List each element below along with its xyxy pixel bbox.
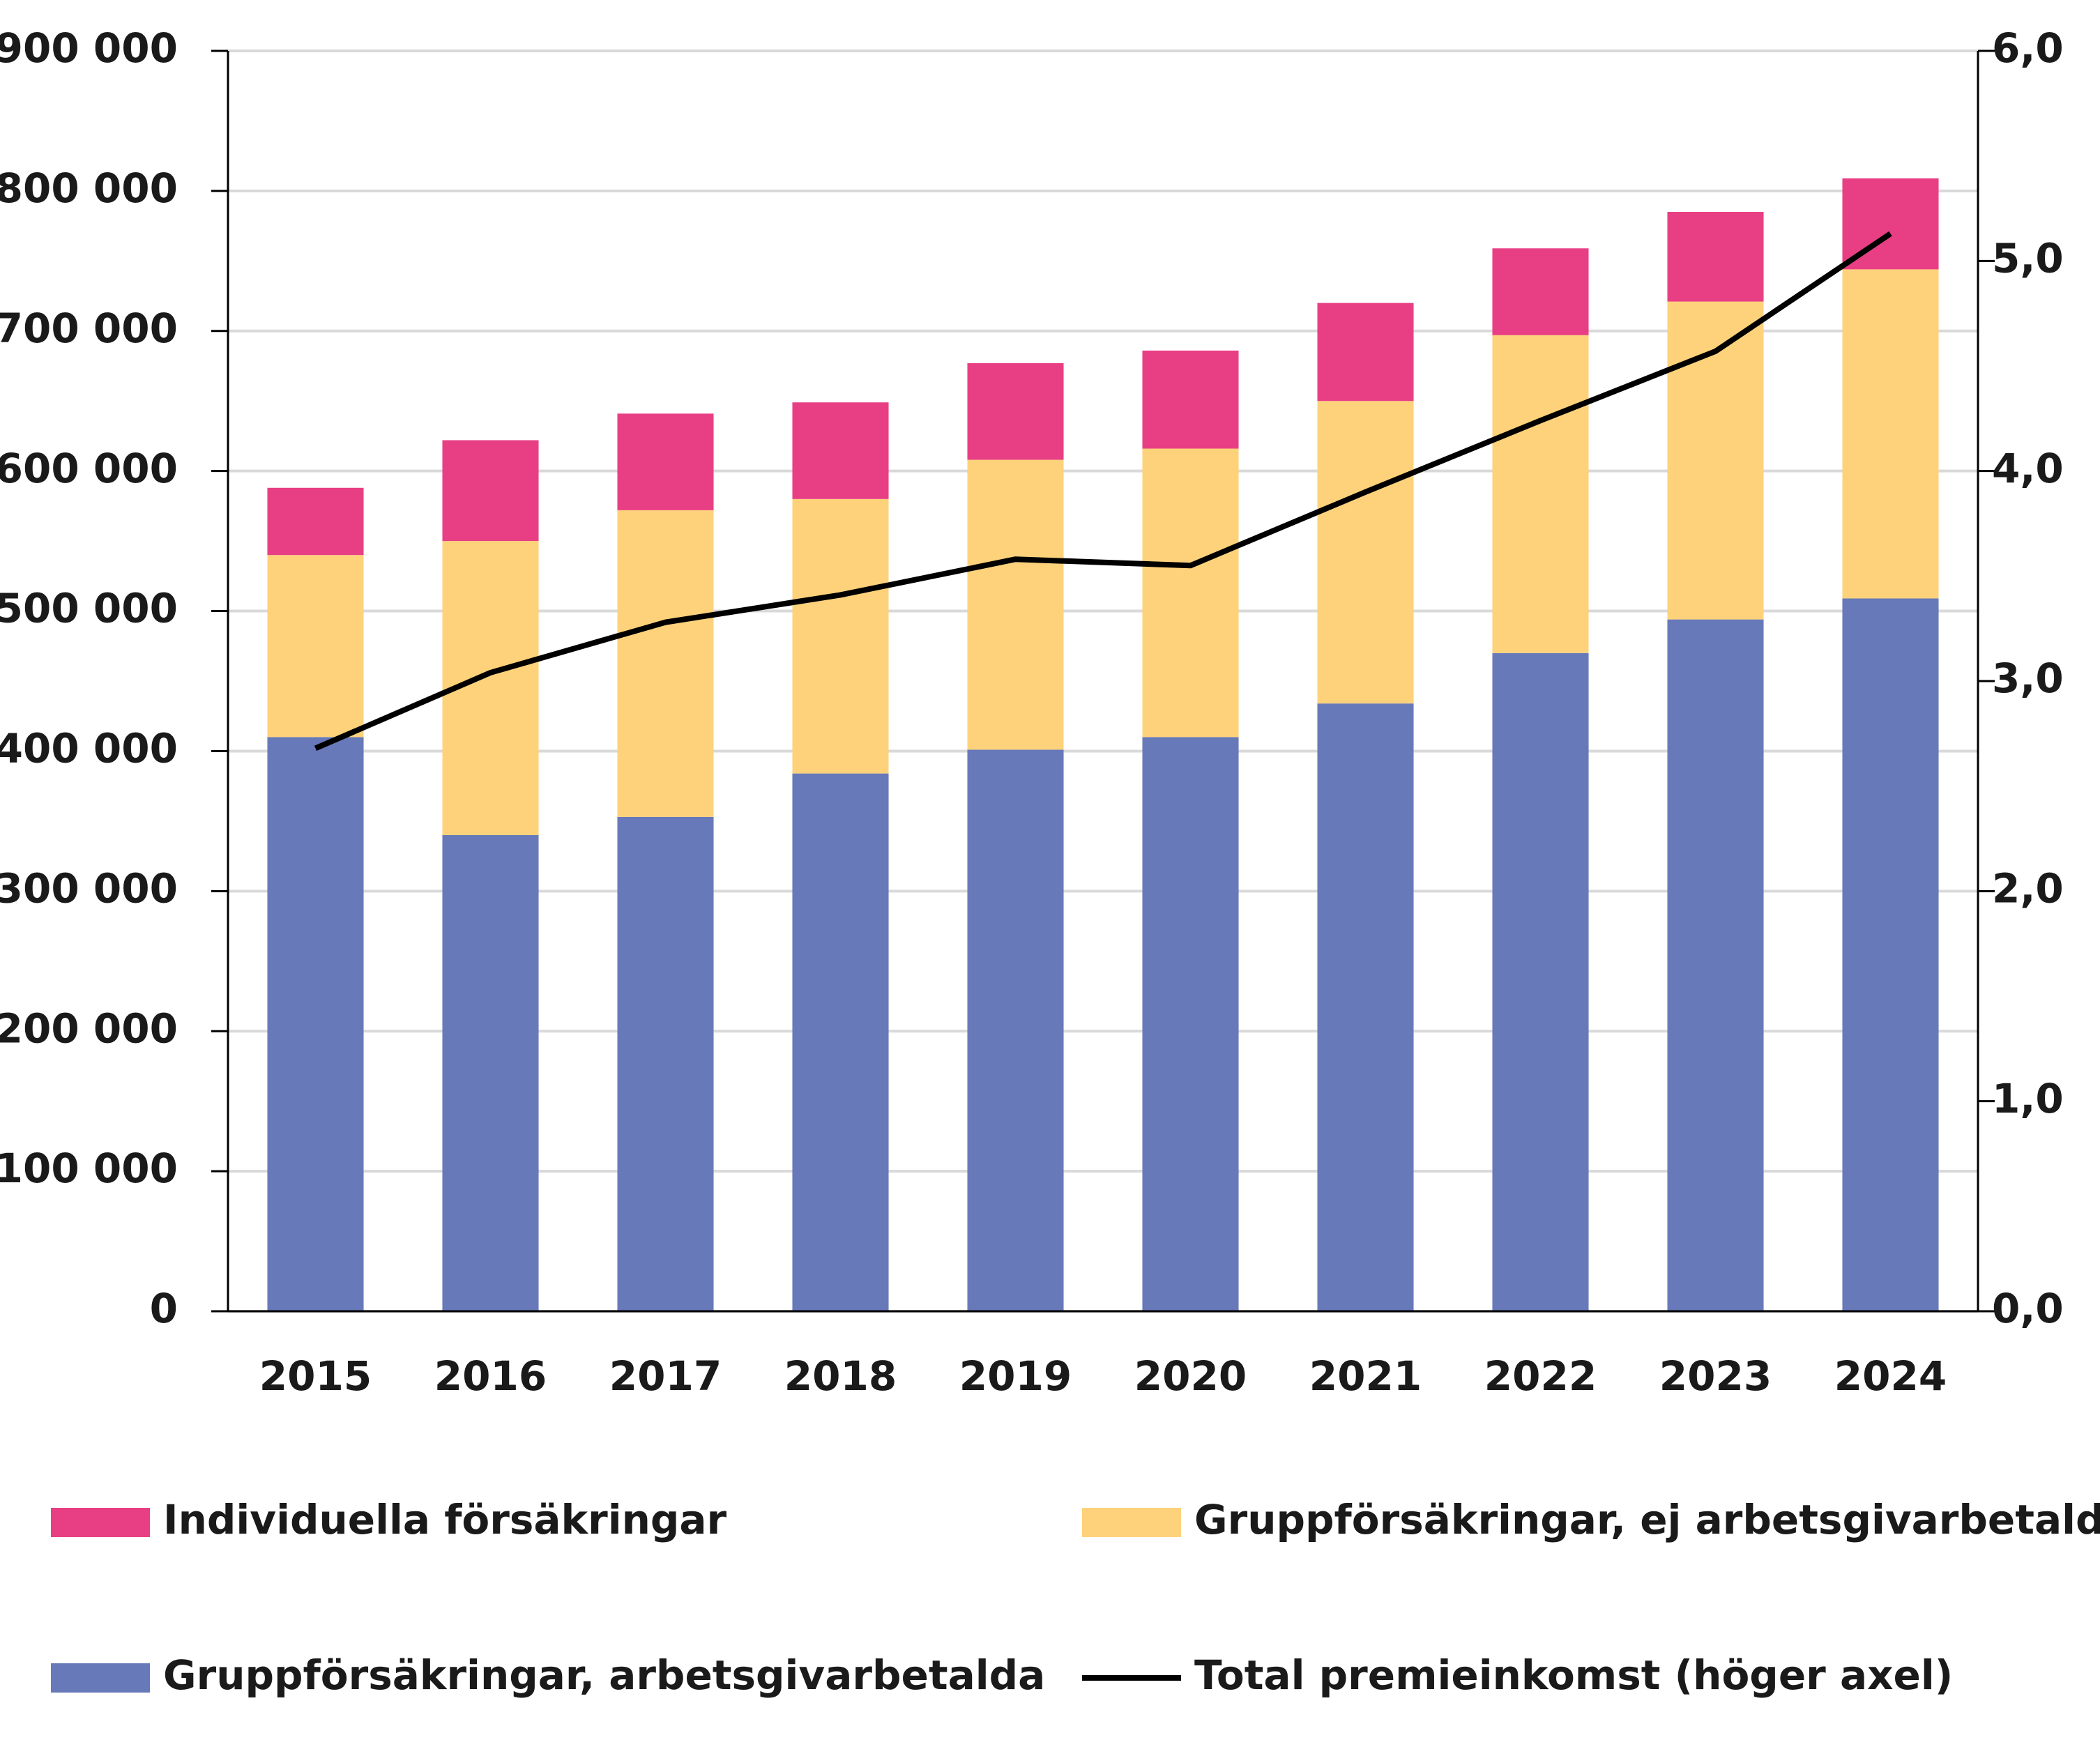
bar [1842, 598, 1939, 1311]
x-tick-label: 2020 [1134, 1352, 1247, 1400]
legend-swatch [51, 1508, 150, 1537]
x-tick-label: 2024 [1834, 1352, 1947, 1400]
y-tick-label: 0 [150, 1285, 178, 1332]
x-tick-label: 2019 [959, 1352, 1072, 1400]
bar [1492, 335, 1589, 653]
y-tick-label: 900 000 [0, 24, 178, 72]
bar [267, 737, 364, 1311]
y2-tick-label: 0,0 [1992, 1285, 2064, 1332]
bar [1142, 350, 1239, 449]
y-tick-label: 800 000 [0, 165, 178, 212]
y2-tick-label: 1,0 [1992, 1075, 2064, 1122]
y-tick-label: 500 000 [0, 585, 178, 632]
y-tick-label: 700 000 [0, 305, 178, 352]
y-tick-label: 400 000 [0, 725, 178, 772]
y2-tick-label: 4,0 [1992, 445, 2064, 492]
line-series [314, 231, 1892, 751]
legend-label: Gruppförsäkringar, ej arbetsgivarbetalda [1194, 1496, 2100, 1543]
bar [792, 498, 889, 774]
x-tick-label: 2023 [1659, 1352, 1772, 1400]
y-tick-label: 200 000 [0, 1005, 178, 1052]
bar [1142, 737, 1239, 1311]
bar [792, 402, 889, 499]
x-tick-label: 2021 [1309, 1352, 1422, 1400]
x-tick-label: 2015 [259, 1352, 372, 1400]
y2-tick-label: 5,0 [1992, 234, 2064, 282]
y-tick-label: 100 000 [0, 1145, 178, 1192]
bar [1667, 619, 1764, 1311]
bar [1492, 652, 1589, 1311]
bar [967, 459, 1064, 750]
bar [1492, 248, 1589, 335]
legend-label: Gruppförsäkringar, arbetsgivarbetalda [163, 1651, 1045, 1699]
legend-swatch [51, 1663, 150, 1693]
bar [1317, 303, 1414, 402]
legend-swatch [1082, 1508, 1181, 1537]
bar [1317, 401, 1414, 704]
bar [442, 834, 539, 1311]
y-tick-label: 300 000 [0, 864, 178, 912]
y2-tick-label: 6,0 [1992, 24, 2064, 72]
bar [617, 510, 714, 817]
bar [792, 773, 889, 1311]
bar [1667, 212, 1764, 302]
y2-tick-label: 3,0 [1992, 655, 2064, 702]
legend-label: Individuella försäkringar [163, 1496, 727, 1543]
x-tick-label: 2022 [1484, 1352, 1597, 1400]
y2-tick-label: 2,0 [1992, 864, 2064, 912]
bar [617, 816, 714, 1311]
x-tick-label: 2017 [609, 1352, 722, 1400]
bar [1667, 301, 1764, 620]
bar [1142, 448, 1239, 738]
legend-label: Total premieinkomst (höger axel) [1194, 1651, 1953, 1699]
bar [267, 555, 364, 738]
bar [617, 413, 714, 510]
x-tick-label: 2018 [784, 1352, 897, 1400]
bar [442, 440, 539, 542]
bar [967, 749, 1064, 1311]
bar [1842, 269, 1939, 599]
bar [1317, 703, 1414, 1311]
x-tick-label: 2016 [434, 1352, 547, 1400]
bar [967, 362, 1064, 460]
y-tick-label: 600 000 [0, 445, 178, 492]
bar [267, 487, 364, 556]
